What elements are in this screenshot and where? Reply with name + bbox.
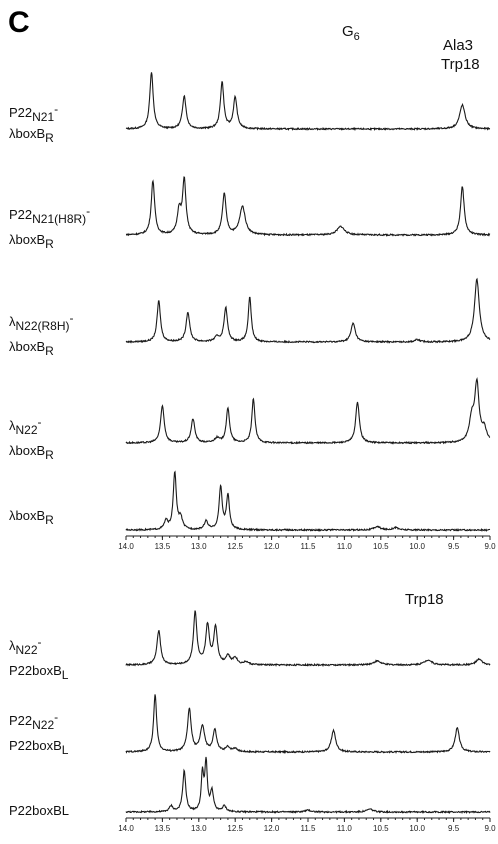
- axes-group: 14.0 13.5 13.0 12.5 12.0 11.5 11.0 10.5 10.0 9.5 9…: [118, 535, 496, 833]
- series-label-s6-part: N22: [16, 643, 38, 657]
- spectrum-s5: [125, 470, 491, 532]
- series-label2-s1-part: λboxB: [9, 126, 45, 141]
- axis-bottom-tick-label: 11.5: [301, 824, 317, 833]
- series-label2-s4-part: λboxB: [9, 443, 45, 458]
- spectrum-s2: [125, 176, 491, 237]
- series-label-s1-part: N21: [32, 110, 54, 124]
- axis-bottom-tick-label: 12.0: [264, 824, 280, 833]
- axis-top-tick-label: 9.5: [448, 542, 460, 551]
- g6-annotation: G6: [342, 23, 360, 43]
- series-label-s5-part: λboxB: [9, 508, 45, 523]
- axis-top-tick-label: 11.5: [301, 542, 317, 551]
- axis-top-tick-label: 10.0: [409, 542, 425, 551]
- series-label2-s7-part: P22boxB: [9, 738, 62, 753]
- series-label-s4-part: λ: [9, 418, 16, 433]
- series-label2-s3-part: R: [45, 344, 54, 358]
- series-label-s8-part: P22boxBL: [9, 803, 69, 818]
- series-label2-s2-part: λboxB: [9, 232, 45, 247]
- spectrum-s1: [125, 72, 491, 132]
- axis-top-tick-label: 11.0: [337, 542, 353, 551]
- series-label-s8: P22boxBL: [9, 803, 69, 818]
- ala3-annotation: Ala3: [443, 37, 473, 54]
- axis-bottom-tick-label: 13.5: [155, 824, 171, 833]
- series-label-s4-part: N22: [16, 423, 38, 437]
- axis-bottom-tick-label: 10.5: [373, 824, 389, 833]
- spectrum-s8: [125, 756, 491, 815]
- spectrum-s3: [125, 277, 491, 344]
- series-label2-s7-part: L: [62, 743, 69, 757]
- series-label2-s4-part: R: [45, 448, 54, 462]
- series-label-s2-part: N21(H8R): [32, 212, 86, 226]
- series-label-s2-part: P22: [9, 207, 32, 222]
- axis-top-tick-label: 13.0: [191, 542, 207, 551]
- spectrum-s7: [125, 694, 491, 755]
- series-label-s7: P22N22-: [9, 710, 58, 732]
- axis-bottom-tick-label: 13.0: [191, 824, 207, 833]
- series-label-s1-part: -: [54, 102, 58, 116]
- series-label-s4-part: -: [38, 415, 42, 429]
- axis-top-tick-label: 13.5: [155, 542, 171, 551]
- axis-bottom-tick-label: 11.0: [337, 824, 353, 833]
- axis-bottom-tick-label: 10.0: [409, 824, 425, 833]
- axis-top-tick-label: 12.0: [264, 542, 280, 551]
- series-label-s3: λN22(R8H)-: [9, 311, 74, 333]
- series-label-s6-part: -: [38, 635, 42, 649]
- series-label2-s1-part: R: [45, 131, 54, 145]
- axis-top-tick-label: 14.0: [118, 542, 134, 551]
- series-label-s5: λboxBR: [9, 508, 54, 527]
- g6-annotation-main: G: [342, 23, 354, 40]
- series-label-s4: λN22-: [9, 415, 42, 437]
- series-label2-s6-part: L: [62, 668, 69, 682]
- series-label2-s6: P22boxBL: [9, 663, 69, 682]
- series-label-s6-part: λ: [9, 638, 16, 653]
- spectrum-s6: [125, 610, 491, 668]
- series-label-s5-part: R: [45, 513, 54, 527]
- series-label-s6: λN22-: [9, 635, 42, 657]
- axis-bottom-tick-label: 9.0: [484, 824, 496, 833]
- axis-bottom-tick-label: 12.5: [227, 824, 243, 833]
- series-label-s2: P22N21(H8R)-: [9, 204, 90, 226]
- axis-top-tick-label: 10.5: [373, 542, 389, 551]
- series-label-s1-part: P22: [9, 105, 32, 120]
- trp18-annotation-bottom: Trp18: [405, 591, 444, 608]
- spectrum-s4: [125, 376, 491, 445]
- series-label-s7-part: P22: [9, 713, 32, 728]
- series-label2-s4: λboxBR: [9, 443, 54, 462]
- spectra-group: P22N21-λboxBRP22N21(H8R)-λboxBRλN22(R8H)…: [9, 72, 491, 818]
- series-label-s1: P22N21-: [9, 102, 58, 124]
- series-label2-s6-part: P22boxB: [9, 663, 62, 678]
- series-label2-s3-part: λboxB: [9, 339, 45, 354]
- series-label2-s7: P22boxBL: [9, 738, 69, 757]
- axis-top-tick-label: 9.0: [484, 542, 496, 551]
- series-label-s2-part: -: [86, 204, 90, 218]
- trp18-annotation-top: Trp18: [441, 56, 480, 73]
- series-label-s3-part: λ: [9, 314, 16, 329]
- axis-top-tick-label: 12.5: [227, 542, 243, 551]
- panel-letter: C: [8, 6, 30, 39]
- series-label-s7-part: N22: [32, 718, 54, 732]
- series-label-s7-part: -: [54, 710, 58, 724]
- g6-annotation-sub: 6: [354, 31, 360, 43]
- series-label2-s3: λboxBR: [9, 339, 54, 358]
- series-label2-s2: λboxBR: [9, 232, 54, 251]
- series-label2-s2-part: R: [45, 237, 54, 251]
- series-label-s3-part: N22(R8H): [16, 319, 70, 333]
- axis-bottom-tick-label: 14.0: [118, 824, 134, 833]
- series-label2-s1: λboxBR: [9, 126, 54, 145]
- axis-bottom-tick-label: 9.5: [448, 824, 460, 833]
- series-label-s3-part: -: [70, 311, 74, 325]
